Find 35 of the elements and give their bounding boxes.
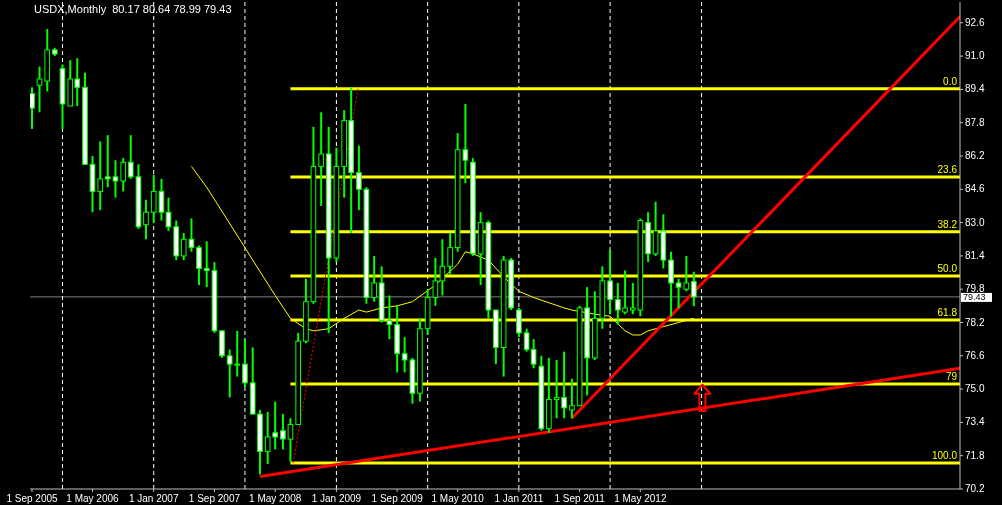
series-label: 79 <box>945 370 958 382</box>
x-tick-label: 1 Sep 2009 <box>371 493 424 504</box>
y-tick-label: 78.2 <box>965 316 985 328</box>
y-tick-label: 79.8 <box>965 283 985 295</box>
y-tick-label: 75.0 <box>965 383 985 395</box>
x-tick-label: 1 Jan 2009 <box>311 493 362 504</box>
x-tick-label: 1 May 2006 <box>66 493 120 504</box>
series-label: 23.6 <box>937 164 958 176</box>
y-tick-label: 73.4 <box>965 416 985 428</box>
y-tick-label: 87.8 <box>965 116 985 128</box>
y-tick-label: 83.0 <box>965 216 985 228</box>
x-tick-label: 1 May 2012 <box>614 493 667 504</box>
y-tick-label: 86.2 <box>965 150 985 162</box>
chart-title: USDX,Monthly 80.17 80.64 78.99 79.43 <box>34 3 232 15</box>
x-tick-label: 1 Sep 2005 <box>6 493 59 504</box>
series-label: 38.2 <box>937 218 958 230</box>
y-tick-label: 81.4 <box>965 249 985 261</box>
x-tick-label: 1 Sep 2007 <box>188 493 241 504</box>
y-tick-label: 89.4 <box>965 83 985 95</box>
series-label: 0.0 <box>943 75 958 87</box>
y-tick-label: 70.2 <box>965 483 985 494</box>
y-tick-label: 91.0 <box>965 50 985 62</box>
series-label: 50.0 <box>937 262 958 274</box>
y-tick-label: 71.8 <box>965 449 985 461</box>
y-tick-label: 76.6 <box>965 349 985 361</box>
series-label: 100.0 <box>931 449 958 461</box>
y-tick-label: 84.6 <box>965 183 985 195</box>
x-tick-label: 1 May 2010 <box>431 493 485 504</box>
x-tick-label: 1 Jan 2007 <box>128 493 179 504</box>
ref-line-label: 79.43 <box>963 292 986 303</box>
series-label: 61.8 <box>937 307 958 319</box>
x-tick-label: 1 Jan 2011 <box>494 493 544 504</box>
x-tick-label: 1 Sep 2011 <box>554 493 606 504</box>
y-tick-label: 92.6 <box>965 16 985 28</box>
x-tick-label: 1 May 2008 <box>249 493 302 504</box>
